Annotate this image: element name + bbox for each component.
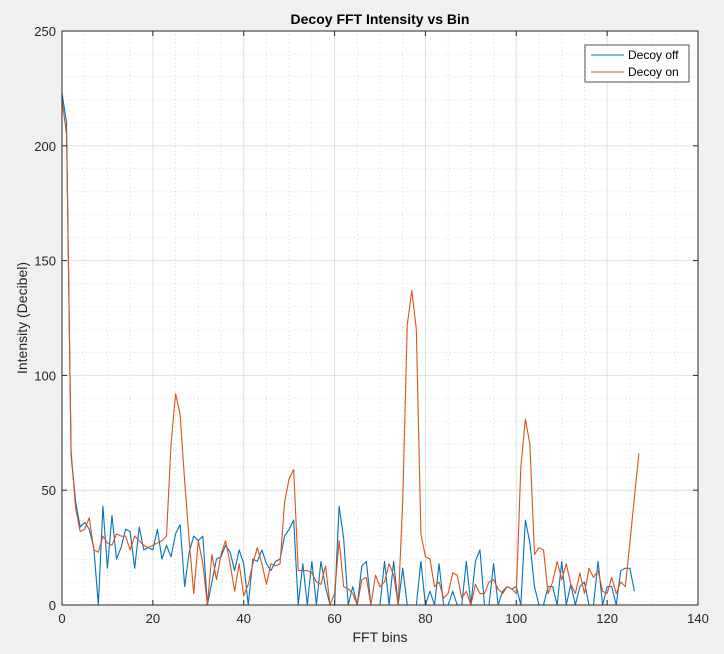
legend-label-decoy-off: Decoy off — [628, 48, 679, 62]
y-axis-label: Intensity (Decibel) — [14, 262, 30, 374]
x-tick-label: 60 — [327, 611, 341, 626]
y-axis-ticks: 0 50 100 150 200 250 — [34, 24, 698, 613]
series-line-decoy-on — [61, 99, 640, 606]
legend-box — [584, 44, 690, 83]
x-tick-label: 140 — [687, 611, 709, 626]
y-tick-label: 0 — [49, 598, 56, 613]
legend: Decoy off Decoy on — [584, 44, 690, 83]
y-tick-label: 100 — [34, 368, 56, 383]
y-tick-label: 250 — [34, 24, 56, 39]
y-tick-label: 50 — [42, 483, 56, 498]
x-axis-label: FFT bins — [353, 629, 408, 645]
x-tick-label: 120 — [596, 611, 618, 626]
y-tick-label: 150 — [34, 254, 56, 269]
x-tick-label: 20 — [146, 611, 160, 626]
plot-area — [62, 31, 698, 605]
plot-frame — [61, 30, 699, 606]
x-tick-label: 40 — [236, 611, 250, 626]
legend-label-decoy-on: Decoy on — [628, 65, 679, 79]
chart-title: Decoy FFT Intensity vs Bin — [291, 11, 470, 27]
x-tick-label: 100 — [505, 611, 527, 626]
x-tick-label: 0 — [58, 611, 65, 626]
x-tick-label: 80 — [418, 611, 432, 626]
x-axis-ticks: 0 20 40 60 80 100 120 140 — [58, 31, 709, 626]
y-tick-label: 200 — [34, 139, 56, 154]
